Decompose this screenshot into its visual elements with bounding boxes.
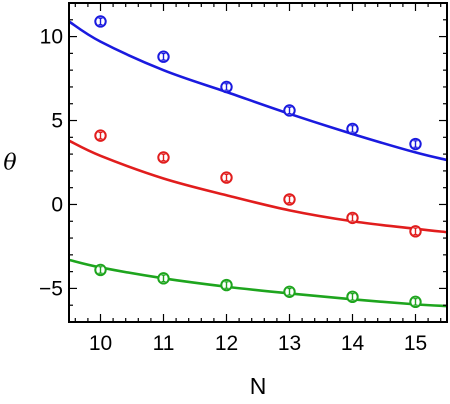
fit-curve-2 (68, 139, 448, 234)
fit-curves (68, 20, 448, 308)
x-tick-labels: 10 11 12 13 14 15 (89, 332, 427, 355)
plot-frame (68, 2, 448, 323)
x-tick-label: 15 (404, 332, 427, 355)
x-tick-label: 11 (153, 332, 175, 355)
data-points (94, 15, 422, 309)
y-tick-label: 5 (51, 110, 63, 133)
y-tick-label: 10 (40, 26, 63, 49)
x-tick-label: 13 (278, 332, 301, 355)
y-tick-label: −5 (39, 277, 63, 300)
x-axis-title: N (250, 373, 267, 399)
fit-curve-1 (68, 20, 448, 162)
y-axis-title: θ (3, 151, 16, 176)
y-tick-labels: −5 0 5 10 (39, 26, 63, 301)
x-tick-label: 10 (89, 332, 112, 355)
y-tick-label: 0 (51, 193, 63, 216)
x-tick-label: 12 (215, 332, 238, 355)
axis-ticks (69, 2, 447, 323)
fit-curve-3 (68, 258, 448, 308)
x-tick-label: 14 (341, 332, 365, 355)
